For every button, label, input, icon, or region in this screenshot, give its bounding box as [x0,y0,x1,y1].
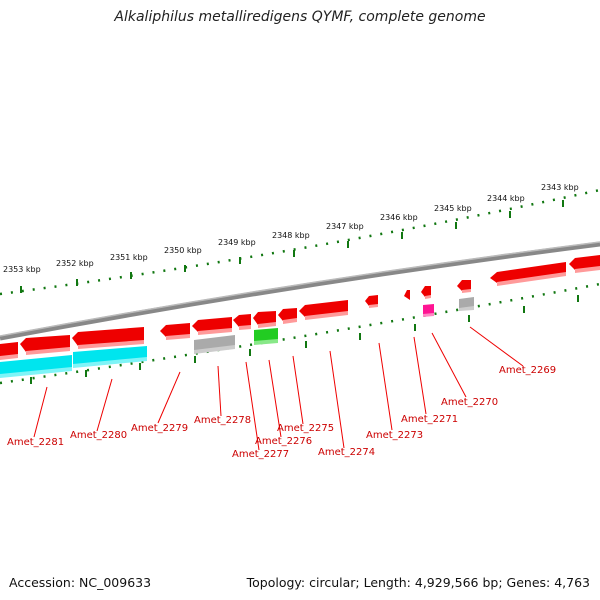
genome-backbone-highlight [0,241,600,337]
gene-arrow [457,280,471,291]
gene-arrow [425,295,431,299]
gene-arrow [421,286,431,297]
kbp-label: 2343 kbp [541,183,579,192]
outer-major-ticks [20,200,564,293]
gene-block [254,328,278,342]
gene-arrow [239,325,251,330]
kbp-label: 2348 kbp [272,231,310,240]
gene-arrow [278,308,297,321]
gene-arrow [575,266,600,273]
gene-label: Amet_2279 [131,423,188,434]
kbp-label: 2353 kbp [3,265,41,274]
gene-arrow [569,255,600,270]
kbp-label: 2347 kbp [326,222,364,231]
gene-arrow [0,354,18,360]
gene-arrow [20,335,70,352]
kbp-label: 2349 kbp [218,238,256,247]
gene-label: Amet_2281 [7,437,64,448]
gene-arrow [166,334,190,340]
gene-label: Amet_2274 [318,447,375,458]
kbp-label: 2350 kbp [164,246,202,255]
gene-label: Amet_2278 [194,415,251,426]
gene-label: Amet_2275 [277,423,334,434]
gene-block [0,367,72,378]
gene-arrow [78,340,144,349]
gene-label: Amet_2271 [401,414,458,425]
gene-track-outer [0,255,600,360]
gene-label: Amet_2270 [441,397,498,408]
gene-arrow [462,289,471,293]
gene-label: Amet_2273 [366,430,423,441]
gene-arrow [160,323,190,337]
gene-label: Amet_2269 [499,365,556,376]
gene-block [0,355,72,375]
gene-arrow [283,318,297,324]
kbp-label: 2345 kbp [434,204,472,213]
gene-arrow [365,295,378,306]
gene-track-inner [0,297,474,378]
gene-arrow [490,262,566,283]
genome-backbone [0,241,600,341]
kbp-label: 2346 kbp [380,213,418,222]
gene-arrow [233,314,251,327]
inner-major-ticks [30,295,579,384]
gene-arrow [26,347,70,355]
gene-arrow [198,328,232,335]
gene-block [423,304,434,315]
gene-label: Amet_2280 [70,430,127,441]
gene-block [73,357,147,368]
gene-arrow [258,322,276,328]
gene-arrow [192,317,232,332]
gene-label: Amet_2276 [255,436,312,447]
gene-arrow [404,290,410,300]
kbp-label: 2351 kbp [110,253,148,262]
gene-block [423,313,434,317]
kbp-label: 2352 kbp [56,259,94,268]
gene-arrow [305,311,348,320]
gene-block [254,339,278,345]
gene-label: Amet_2277 [232,449,289,460]
kbp-label: 2344 kbp [487,194,525,203]
gene-arrow [253,311,276,325]
accession-text: Accession: NC_009633 [9,575,152,590]
gene-arrow [72,327,144,346]
gene-block [73,346,147,365]
gene-block [194,345,235,354]
gene-block [459,297,474,309]
gene-arrow [369,304,378,308]
gene-arrow [0,342,18,357]
label-leaders [33,326,524,451]
gene-arrow [497,272,566,286]
page-title: Alkaliphilus metalliredigens QYMF, compl… [114,9,486,25]
topology-text: Topology: circular; Length: 4,929,566 bp… [246,575,590,590]
gene-block [459,306,474,311]
